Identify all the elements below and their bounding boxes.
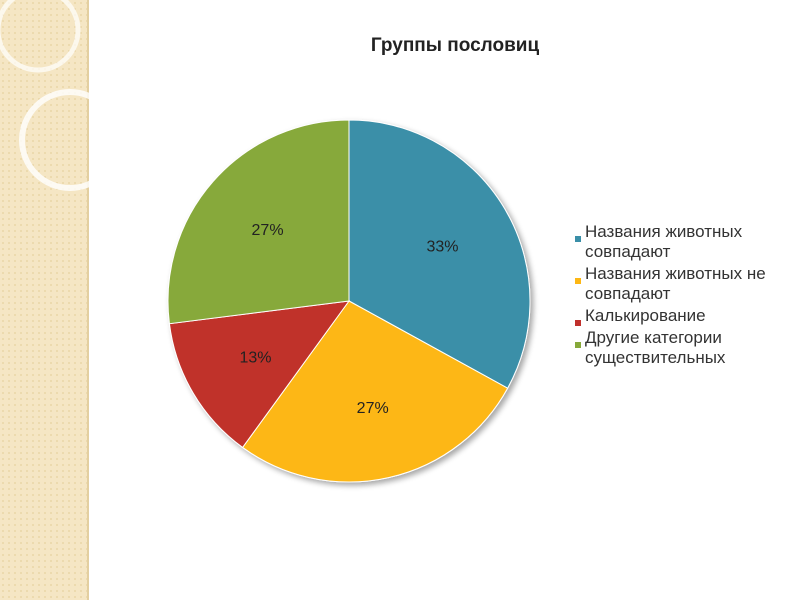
legend-label: Названия животных совпадают (585, 222, 743, 261)
legend-swatch (575, 342, 581, 348)
pie-slice (168, 300, 351, 449)
legend-item: Названия животных совпадают (573, 222, 788, 262)
legend-swatch (575, 236, 581, 242)
legend-label: Калькирование (585, 306, 706, 325)
pie-slice (241, 300, 509, 483)
legend-swatch (575, 278, 581, 284)
decor-circle (19, 89, 121, 191)
legend-label: Другие категории существительных (585, 328, 726, 367)
legend-item: Другие категории существительных (573, 328, 788, 368)
pie-slice (348, 119, 531, 389)
data-label: 27% (252, 222, 284, 239)
legend: Названия животных совпадают Названия живо… (573, 222, 788, 370)
data-label: 27% (357, 400, 389, 417)
data-label: 33% (426, 239, 458, 256)
pie (167, 119, 531, 483)
pie-slice (167, 119, 350, 325)
data-label: 13% (240, 349, 272, 366)
chart-title: Группы пословиц (371, 35, 540, 56)
legend-label: Названия животных не совпадают (585, 264, 766, 303)
legend-item: Калькирование (573, 306, 788, 326)
legend-item: Названия животных не совпадают (573, 264, 788, 304)
decor-circle (0, 0, 81, 73)
legend-swatch (575, 320, 581, 326)
